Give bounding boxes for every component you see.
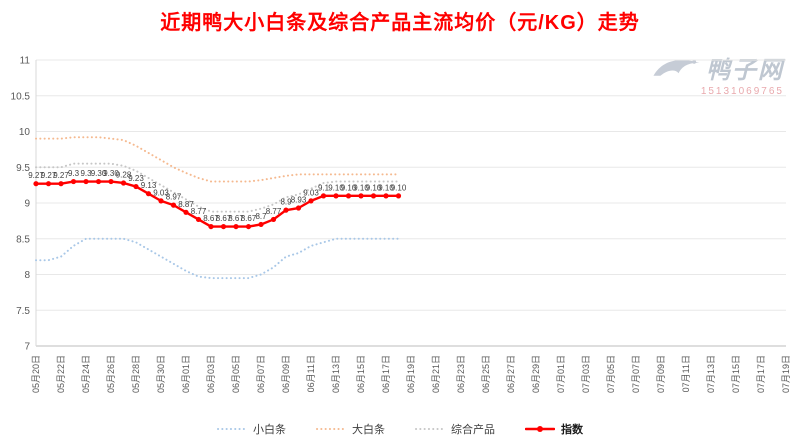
svg-text:8.87: 8.87 [178,200,194,209]
svg-text:9.30: 9.30 [103,169,119,178]
svg-text:8.93: 8.93 [291,196,307,205]
svg-text:07月05日: 07月05日 [606,355,616,393]
svg-text:06月09日: 06月09日 [281,355,291,393]
svg-text:9.13: 9.13 [141,181,157,190]
series-指数: 9.279.279.27 9.3 9.3 9.309.309.289.239.139.… [28,169,407,230]
svg-text:7.5: 7.5 [16,306,30,317]
svg-text:9.5: 9.5 [16,163,30,174]
svg-text:06月01日: 06月01日 [181,355,191,393]
svg-text:9.1: 9.1 [318,183,330,192]
svg-text:05月22日: 05月22日 [56,355,66,393]
svg-text:9.3: 9.3 [68,169,80,178]
svg-text:9.10: 9.10 [353,183,369,192]
svg-text:9.10: 9.10 [341,183,357,192]
svg-text:7: 7 [24,342,30,353]
svg-text:07月01日: 07月01日 [556,355,566,393]
svg-text:07月09日: 07月09日 [656,355,666,393]
svg-text:06月19日: 06月19日 [406,355,416,393]
svg-text:06月07日: 06月07日 [256,355,266,393]
svg-text:8.77: 8.77 [191,207,207,216]
svg-text:05月28日: 05月28日 [131,355,141,393]
svg-text:07月03日: 07月03日 [581,355,591,393]
legend-item-小白条: 小白条 [217,421,286,437]
series-综合产品 [35,162,400,213]
svg-text:8: 8 [24,270,30,281]
legend-label: 小白条 [253,424,286,436]
svg-text:9.10: 9.10 [328,183,344,192]
svg-text:9.03: 9.03 [303,188,319,197]
y-axis-labels: 11 10.5 10 9.5 9 8.5 8 7.5 7 [11,56,31,353]
svg-text:06月11日: 06月11日 [306,355,316,392]
legend-swatch [217,428,247,430]
svg-text:8.9: 8.9 [280,198,292,207]
legend-swatch [525,426,555,432]
svg-text:9.30: 9.30 [91,169,107,178]
svg-text:07月07日: 07月07日 [631,355,641,393]
svg-text:06月25日: 06月25日 [481,355,491,393]
svg-text:9.10: 9.10 [391,183,407,192]
gridlines [35,59,786,347]
svg-text:8.67: 8.67 [216,214,232,223]
legend-swatch [415,428,445,430]
series-小白条 [35,237,400,280]
chart-legend: 小白条 大白条 综合产品 指数 [0,421,800,437]
svg-text:9.28: 9.28 [116,170,132,179]
x-axis-labels: 05月20日 05月22日 05月24日 05月26日 05月28日 05月30日 06月0… [31,355,791,393]
svg-text:8.5: 8.5 [16,234,30,245]
svg-text:06月05日: 06月05日 [231,355,241,393]
svg-text:06月21日: 06月21日 [431,355,441,393]
svg-text:06月15日: 06月15日 [356,355,366,393]
series-大白条 [35,136,400,183]
svg-text:8.7: 8.7 [255,212,267,221]
legend-item-指数: 指数 [525,421,583,437]
svg-text:06月13日: 06月13日 [331,355,341,393]
legend-item-综合产品: 综合产品 [415,421,495,437]
legend-label: 指数 [561,424,583,436]
svg-text:8.67: 8.67 [203,214,219,223]
svg-text:9: 9 [24,199,30,210]
svg-text:11: 11 [20,56,31,67]
legend-label: 综合产品 [451,424,495,436]
svg-text:10: 10 [19,127,31,138]
svg-text:05月26日: 05月26日 [106,355,116,393]
svg-text:07月15日: 07月15日 [731,355,741,393]
svg-text:06月17日: 06月17日 [381,355,391,393]
svg-text:10.5: 10.5 [11,91,31,102]
svg-text:9.27: 9.27 [53,171,69,180]
svg-text:9.03: 9.03 [153,188,169,197]
svg-text:06月23日: 06月23日 [456,355,466,393]
svg-text:8.97: 8.97 [166,193,182,202]
svg-text:07月17日: 07月17日 [756,355,766,393]
svg-text:9.3: 9.3 [80,169,92,178]
svg-text:9.23: 9.23 [128,174,144,183]
chart-title: 近期鸭大小白条及综合产品主流均价（元/KG）走势 [160,12,640,34]
legend-item-大白条: 大白条 [316,421,385,437]
svg-text:06月27日: 06月27日 [506,355,516,393]
svg-text:06月03日: 06月03日 [206,355,216,393]
svg-text:9.27: 9.27 [28,171,44,180]
legend-swatch [316,428,346,430]
svg-text:05月24日: 05月24日 [81,355,91,393]
svg-text:05月20日: 05月20日 [31,355,41,393]
data-labels: 9.279.279.27 9.3 9.3 9.309.309.289.239.139.… [28,169,407,223]
legend-label: 大白条 [352,424,385,436]
svg-text:9.27: 9.27 [41,171,57,180]
svg-text:9.10: 9.10 [366,183,382,192]
svg-text:8.77: 8.77 [266,207,282,216]
svg-text:8.67: 8.67 [241,214,257,223]
svg-text:07月19日: 07月19日 [781,355,791,393]
svg-text:9.10: 9.10 [378,183,394,192]
svg-text:06月29日: 06月29日 [531,355,541,393]
svg-text:07月13日: 07月13日 [706,355,716,393]
svg-text:05月30日: 05月30日 [156,355,166,393]
svg-text:07月11日: 07月11日 [681,355,691,392]
svg-text:8.67: 8.67 [228,214,244,223]
